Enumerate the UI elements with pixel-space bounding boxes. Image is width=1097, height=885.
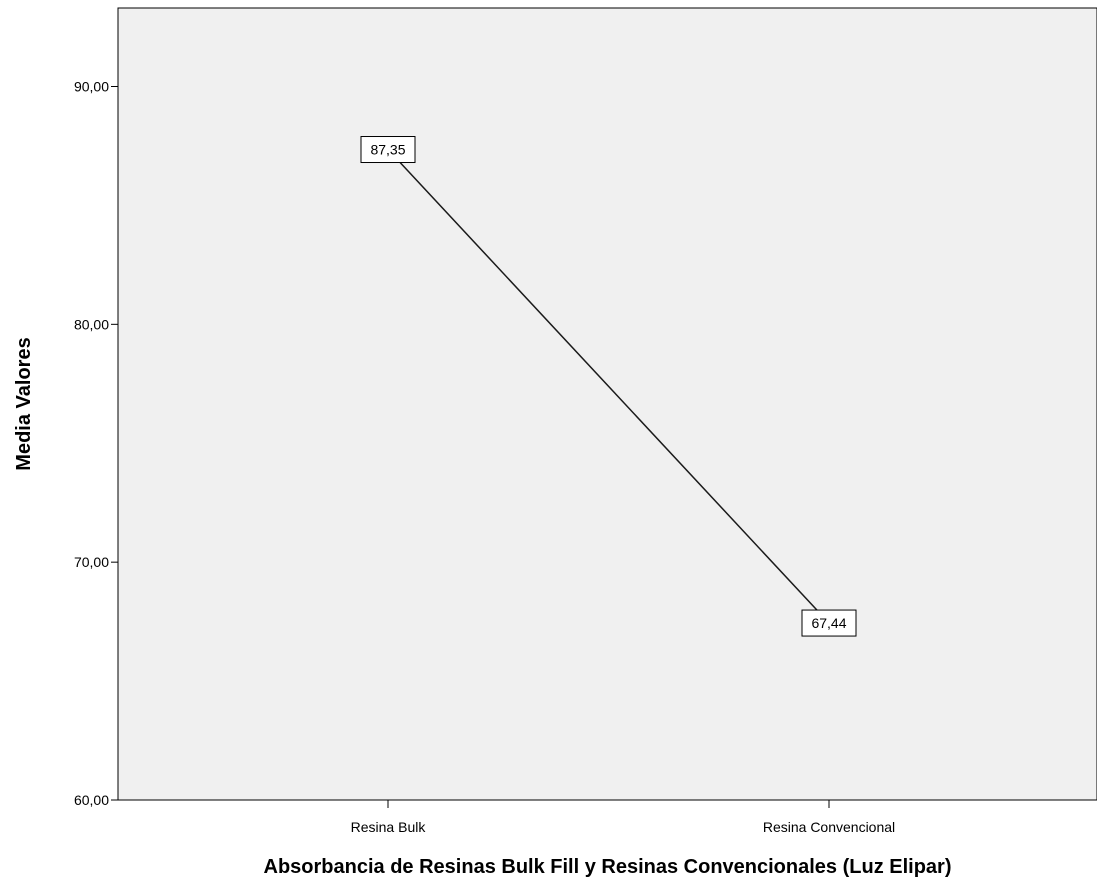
x-axis-ticks: Resina Bulk Resina Convencional [351,800,895,835]
series-line [387,149,830,624]
data-label-text: 87,35 [370,142,405,158]
y-tick-label: 90,00 [74,78,109,94]
x-tick-label: Resina Convencional [763,819,895,835]
plot-area [117,7,1097,801]
y-tick-label: 60,00 [74,792,109,808]
y-axis-title: Media Valores [13,337,35,470]
x-axis-title: Absorbancia de Resinas Bulk Fill y Resin… [264,856,952,878]
x-tick-label: Resina Bulk [351,819,427,835]
data-label: 67,44 [801,609,857,637]
data-label: 87,35 [360,136,416,164]
y-axis-ticks: 60,00 70,00 80,00 90,00 [74,78,118,808]
data-label-box [801,609,857,637]
data-labels: 87,35 67,44 [360,136,857,637]
data-label-box [360,136,416,164]
data-label-text: 67,44 [811,615,846,631]
y-tick-label: 80,00 [74,316,109,332]
series-layer [387,149,830,624]
y-tick-label: 70,00 [74,554,109,570]
